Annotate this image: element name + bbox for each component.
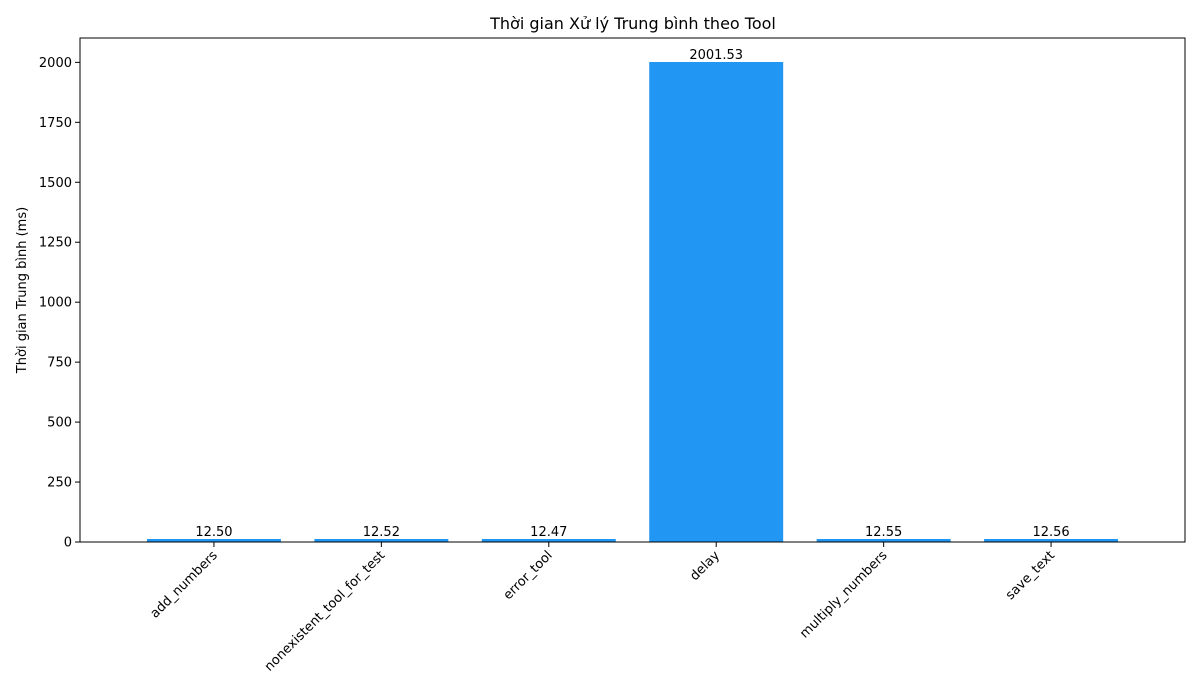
bar-nonexistent-tool-for-test: [314, 539, 449, 542]
x-tick-label-delay: delay: [687, 548, 723, 584]
x-axis: add_numbers nonexistent_tool_for_test erro…: [148, 542, 1058, 675]
x-tick-label-add-numbers: add_numbers: [148, 548, 221, 621]
bar-multiply-numbers: [816, 538, 951, 542]
data-label-delay: 2001.53: [689, 48, 743, 63]
data-label-multiply-numbers: 12.55: [865, 525, 902, 540]
y-tick-label-0: 0: [64, 536, 72, 551]
y-tick-label-2000: 2000: [39, 56, 72, 71]
data-label-error-tool: 12.47: [530, 525, 567, 540]
y-tick-label-1250: 1250: [39, 236, 72, 251]
y-tick-label-250: 250: [47, 476, 72, 491]
plot-frame: [79, 37, 1186, 543]
bars-layer: [146, 62, 1119, 542]
x-tick-label-error-tool: error_tool: [501, 548, 556, 603]
data-labels: 12.50 12.52 12.47 2001.53 12.55 12.56: [195, 48, 1069, 540]
y-tick-label-750: 750: [47, 356, 72, 371]
y-axis: 0 250 500 750 1000 1250 1500 1750 2000: [39, 56, 80, 551]
bar-error-tool: [481, 539, 616, 542]
bar-delay: [649, 62, 784, 542]
x-tick-label-nonexistent-tool-for-test: nonexistent_tool_for_test: [262, 548, 388, 674]
y-tick-label-1750: 1750: [39, 116, 72, 131]
y-tick-label-1000: 1000: [39, 296, 72, 311]
data-label-add-numbers: 12.50: [195, 525, 232, 540]
y-axis-label: Thời gian Trung bình (ms): [15, 207, 30, 374]
data-label-nonexistent-tool-for-test: 12.52: [363, 525, 400, 540]
data-label-save-text: 12.56: [1032, 525, 1069, 540]
y-tick-label-500: 500: [47, 416, 72, 431]
bar-add-numbers: [146, 539, 281, 542]
x-tick-label-save-text: save_text: [1003, 548, 1058, 603]
chart-title: Thời gian Xử lý Trung bình theo Tool: [489, 14, 776, 33]
x-tick-label-multiply-numbers: multiply_numbers: [797, 548, 890, 641]
y-tick-label-1500: 1500: [39, 176, 72, 191]
bar-save-text: [984, 538, 1119, 542]
